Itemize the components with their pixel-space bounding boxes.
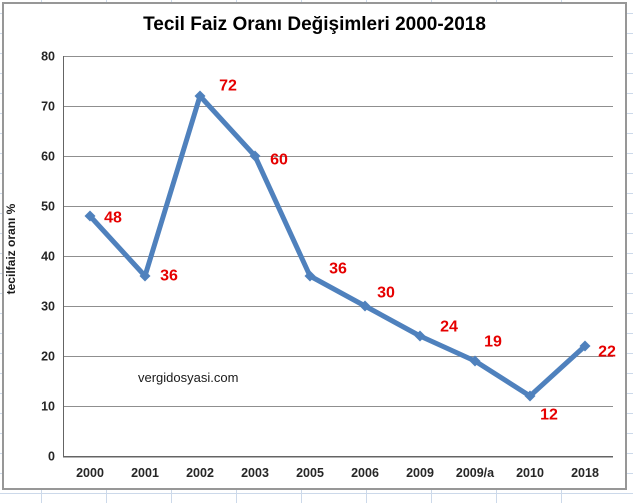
y-tick-label: 70 (41, 100, 55, 114)
y-tick-label: 80 (41, 50, 55, 64)
data-point-marker[interactable] (194, 90, 206, 102)
data-point-marker[interactable] (469, 355, 481, 367)
data-point-marker[interactable] (414, 330, 426, 342)
x-tick-label: 2005 (296, 466, 324, 480)
data-point-marker[interactable] (524, 390, 536, 402)
data-label: 60 (270, 152, 288, 169)
y-tick-label: 60 (41, 150, 55, 164)
y-tick-label: 10 (41, 400, 55, 414)
data-point-marker[interactable] (304, 270, 316, 282)
x-tick-label: 2006 (351, 466, 379, 480)
x-tick-label: 2002 (186, 466, 214, 480)
data-label: 48 (104, 210, 122, 227)
x-tick-label: 2003 (241, 466, 269, 480)
data-label: 22 (598, 344, 616, 361)
x-tick-label: 2010 (516, 466, 544, 480)
y-tick-label: 30 (41, 300, 55, 314)
x-tick-label: 2018 (571, 466, 599, 480)
data-label: 24 (440, 319, 458, 336)
data-label: 12 (540, 407, 558, 424)
chart-title: Tecil Faiz Oranı Değişimleri 2000-2018 (143, 14, 486, 35)
x-tick-label: 2001 (131, 466, 159, 480)
x-tick-label: 2009/a (456, 466, 495, 480)
data-point-marker[interactable] (579, 340, 591, 352)
x-tick-label: 2009 (406, 466, 434, 480)
y-tick-label: 40 (41, 250, 55, 264)
y-tick-label: 0 (48, 450, 55, 464)
data-label: 30 (377, 285, 395, 302)
data-point-marker[interactable] (84, 210, 96, 222)
chart-area[interactable]: tecilfaiz oranı % (2, 2, 627, 490)
data-label: 72 (219, 78, 237, 95)
x-tick-label: 2000 (76, 466, 104, 480)
data-point-marker[interactable] (139, 270, 151, 282)
watermark: vergidosyasi.com (138, 370, 239, 385)
data-point-marker[interactable] (359, 300, 371, 312)
data-label: 36 (329, 261, 347, 278)
data-point-marker[interactable] (249, 150, 261, 162)
y-tick-label: 20 (41, 350, 55, 364)
data-label: 19 (484, 334, 502, 351)
data-label: 36 (160, 268, 178, 285)
series-line (87, 93, 588, 399)
y-tick-label: 50 (41, 200, 55, 214)
